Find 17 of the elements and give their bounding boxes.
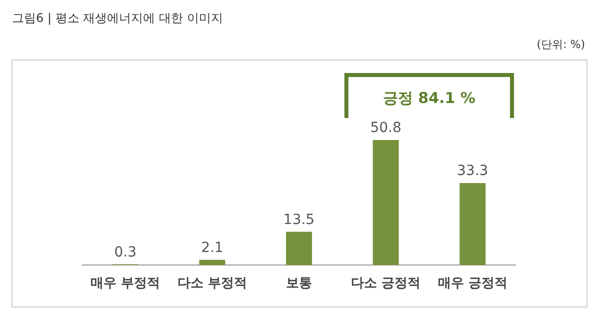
- x-tick-label: 다소 긍정적: [351, 276, 421, 291]
- data-label: 2.1: [201, 240, 224, 256]
- bar: [199, 260, 226, 265]
- data-label: 50.8: [370, 120, 402, 136]
- bar: [372, 140, 399, 265]
- x-tick-label: 다소 부정적: [177, 276, 247, 291]
- data-label: 0.3: [114, 244, 137, 260]
- chart-title: 그림6 | 평소 재생에너지에 대한 이미지: [12, 11, 223, 25]
- x-tick-label: 매우 부정적: [90, 276, 160, 291]
- data-label: 33.3: [457, 163, 488, 180]
- data-label: 13.5: [283, 212, 315, 228]
- bar: [460, 183, 486, 265]
- x-tick-label: 매우 긍정적: [438, 276, 508, 291]
- x-tick-label: 보통: [286, 276, 312, 291]
- bar: [286, 232, 312, 265]
- text: 긍정 84.1 %: [382, 89, 476, 107]
- text: (단위: %): [536, 38, 585, 51]
